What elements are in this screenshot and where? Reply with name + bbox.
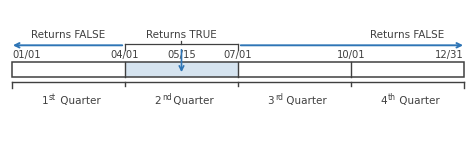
Text: 05/15: 05/15 bbox=[167, 50, 196, 60]
Text: Quarter: Quarter bbox=[170, 96, 214, 106]
Text: 07/01: 07/01 bbox=[224, 50, 252, 60]
Text: Returns FALSE: Returns FALSE bbox=[31, 30, 106, 40]
Text: 10/01: 10/01 bbox=[337, 50, 365, 60]
Text: 04/01: 04/01 bbox=[111, 50, 139, 60]
Text: Quarter: Quarter bbox=[396, 96, 440, 106]
Text: 01/01: 01/01 bbox=[12, 50, 40, 60]
Text: st: st bbox=[49, 93, 56, 102]
Text: Quarter: Quarter bbox=[283, 96, 327, 106]
Text: rd: rd bbox=[275, 93, 283, 102]
Text: 4: 4 bbox=[380, 96, 387, 106]
Bar bbox=[12, 63, 464, 77]
Text: 2: 2 bbox=[154, 96, 161, 106]
Text: Returns FALSE: Returns FALSE bbox=[370, 30, 445, 40]
Bar bbox=[12, 63, 125, 77]
Text: 12/31: 12/31 bbox=[435, 50, 464, 60]
Text: Returns TRUE: Returns TRUE bbox=[146, 30, 217, 40]
Text: 3: 3 bbox=[268, 96, 274, 106]
Text: 1: 1 bbox=[41, 96, 48, 106]
Bar bbox=[238, 63, 464, 77]
Text: th: th bbox=[388, 93, 396, 102]
Text: Quarter: Quarter bbox=[57, 96, 101, 106]
Bar bbox=[125, 63, 238, 77]
Text: nd: nd bbox=[162, 93, 172, 102]
